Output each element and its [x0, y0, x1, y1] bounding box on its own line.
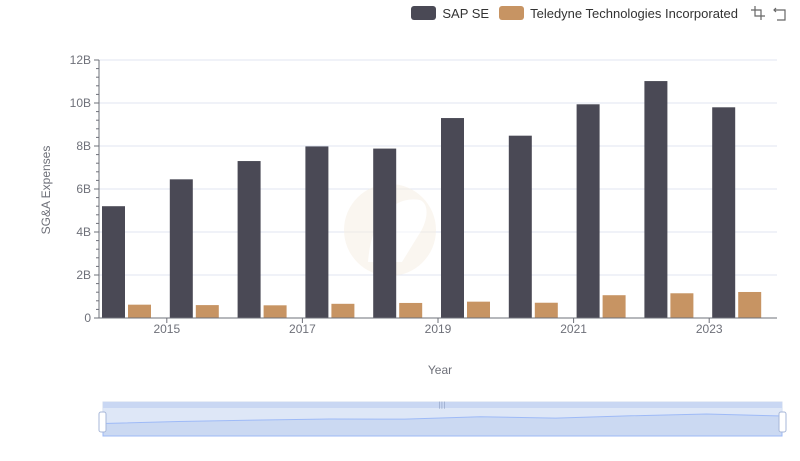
y-tick-label: 6B [76, 182, 91, 196]
bar-sap-2016[interactable] [237, 161, 261, 318]
legend-item-sap[interactable]: SAP SE [411, 6, 489, 21]
bar-sap-2023[interactable] [712, 107, 736, 318]
zoom-icon[interactable] [750, 5, 766, 21]
legend: SAP SE Teledyne Technologies Incorporate… [411, 4, 788, 22]
legend-item-teledyne[interactable]: Teledyne Technologies Incorporated [499, 6, 738, 21]
x-axis: 2015 2017 2019 2021 2023 [99, 317, 777, 336]
bar-teledyne-2016[interactable] [263, 305, 287, 318]
bars [102, 81, 762, 318]
toolbox [750, 5, 788, 21]
bar-teledyne-2022[interactable] [670, 293, 694, 318]
bar-teledyne-2020[interactable] [534, 302, 558, 318]
restore-icon[interactable] [772, 5, 788, 21]
legend-label-sap: SAP SE [442, 5, 490, 21]
y-tick-label: 12B [70, 53, 91, 67]
y-axis: 0 2B 4B 6B 8B 10B 12B [70, 53, 100, 325]
x-axis-title: Year [428, 363, 452, 377]
bar-sap-2017[interactable] [305, 146, 329, 318]
x-tick-label: 2015 [153, 322, 180, 336]
legend-swatch-teledyne [499, 6, 525, 20]
y-tick-label: 2B [76, 268, 91, 282]
data-zoom-top-bar[interactable] [103, 402, 782, 408]
y-tick-label: 8B [76, 139, 91, 153]
bar-sap-2021[interactable] [576, 104, 600, 318]
data-zoom-handle-left[interactable] [98, 411, 107, 433]
bar-teledyne-2023[interactable] [738, 291, 762, 318]
bar-sap-2019[interactable] [441, 118, 464, 318]
bar-teledyne-2018[interactable] [399, 302, 423, 318]
grid-lines [99, 59, 777, 276]
bar-sap-2020[interactable] [508, 135, 532, 318]
x-tick-label: 2017 [289, 322, 316, 336]
y-tick-label: 0 [84, 311, 91, 325]
bar-teledyne-2014[interactable] [128, 304, 151, 318]
y-axis-title: SG&A Expenses [39, 146, 53, 235]
y-tick-label: 4B [76, 225, 91, 239]
x-tick-label: 2019 [425, 322, 452, 336]
bar-teledyne-2021[interactable] [602, 295, 626, 318]
bar-teledyne-2017[interactable] [331, 303, 355, 318]
y-tick-label: 10B [70, 96, 91, 110]
legend-swatch-sap [411, 6, 437, 20]
bar-sap-2022[interactable] [644, 81, 668, 318]
legend-label-teledyne: Teledyne Technologies Incorporated [530, 5, 738, 21]
bar-sap-2018[interactable] [373, 148, 397, 318]
data-zoom-grip-icon[interactable]: ||| [438, 401, 445, 409]
bar-sap-2015[interactable] [169, 179, 193, 318]
bar-sap-2014[interactable] [102, 206, 125, 318]
data-zoom-handle-right[interactable] [778, 411, 787, 433]
bar-teledyne-2015[interactable] [195, 305, 219, 318]
bar-teledyne-2019[interactable] [467, 301, 490, 318]
x-tick-label: 2021 [560, 322, 587, 336]
x-tick-label: 2023 [696, 322, 723, 336]
data-zoom-slider[interactable]: ||| [98, 401, 787, 437]
